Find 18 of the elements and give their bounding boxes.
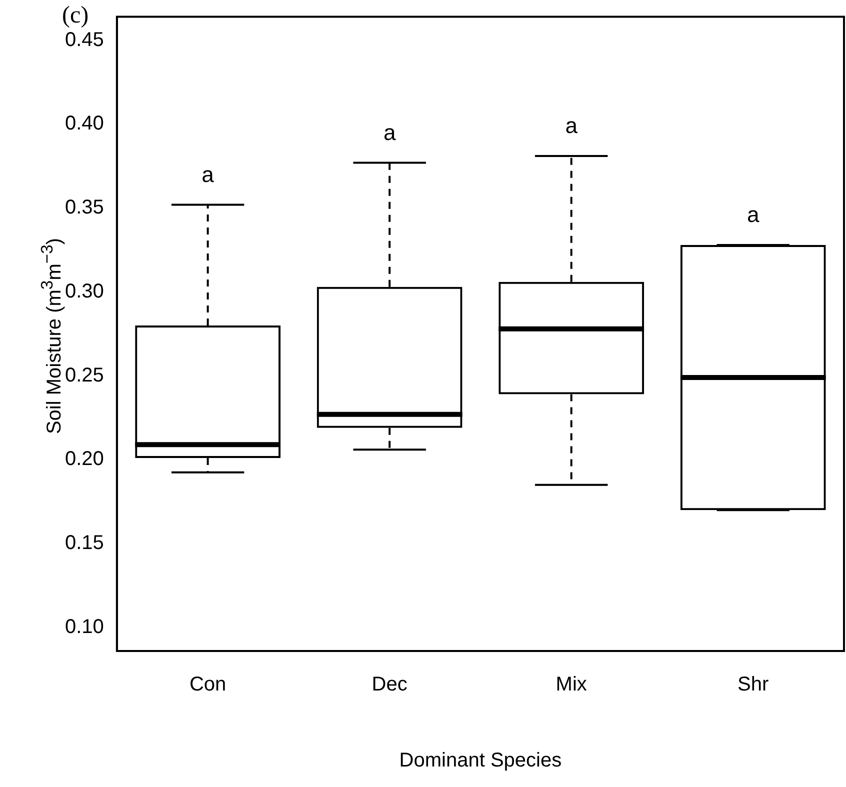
chart-title: (c) [62,2,89,29]
y-tick-label: 0.30 [64,280,104,302]
x-tick-label: Mix [556,674,587,696]
y-tick-label: 0.10 [64,616,104,638]
annotation: a [565,113,578,138]
y-tick-label: 0.40 [64,112,104,135]
x-tick-label: Con [189,674,226,696]
annotation: a [746,202,760,228]
y-tick-label: 0.15 [64,532,104,554]
x-tick-label: Dec [372,674,408,696]
annotation: a [383,120,396,145]
x-axis-title: Dominant Species [399,750,562,772]
y-tick-label: 0.20 [64,448,104,470]
x-tick-label: Shr [738,674,770,696]
y-tick-label: 0.35 [64,196,104,219]
annotation: a [202,162,215,187]
y-tick-label: 0.45 [64,28,104,51]
y-tick-label: 0.25 [64,364,104,386]
